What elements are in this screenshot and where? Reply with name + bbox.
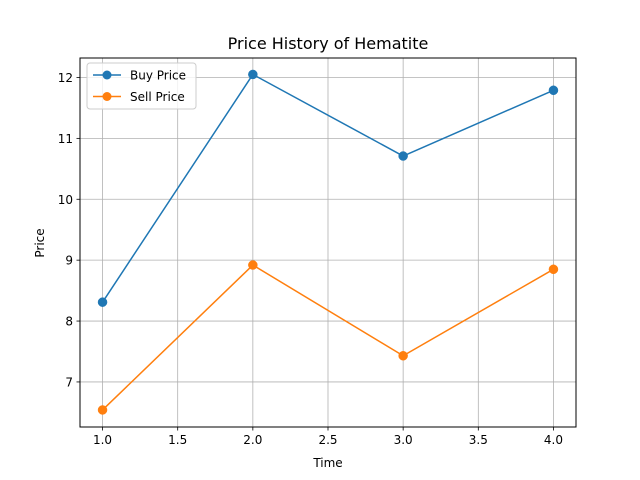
legend-sell-price-label: Sell Price <box>130 90 185 104</box>
x-tick-label: 2.0 <box>243 433 262 447</box>
buy-price-point <box>248 69 258 80</box>
x-axis-label: Time <box>312 456 342 470</box>
buy-price-line <box>101 73 554 303</box>
buy-price-point <box>548 85 559 96</box>
x-tick-label: 3.5 <box>469 433 488 447</box>
y-tick-label: 10 <box>58 193 73 207</box>
x-tick-label: 2.5 <box>318 433 337 447</box>
x-tick-label: 1.5 <box>168 433 187 447</box>
series-group <box>97 69 559 415</box>
y-axis-label: Price <box>33 228 47 257</box>
legend: Buy Price Sell Price <box>86 62 197 110</box>
chart-title: Price History of Hematite <box>228 34 429 53</box>
x-tick-label: 4.0 <box>544 433 563 447</box>
buy-price-point <box>97 297 108 307</box>
buy-price-point <box>398 151 408 161</box>
sell-price-line <box>102 264 554 411</box>
sell-price-point <box>97 405 108 415</box>
sell-price-point <box>398 351 408 361</box>
sell-price-point <box>548 264 559 275</box>
y-tick-label: 9 <box>65 254 73 268</box>
legend-buy-price-label: Buy Price <box>130 69 186 83</box>
y-tick-label: 11 <box>58 132 73 146</box>
legend-buy-price-marker <box>102 70 112 80</box>
legend-sell-price-marker <box>102 92 112 101</box>
x-tick-label: 1.0 <box>93 433 112 447</box>
x-tick-label: 3.0 <box>394 433 413 447</box>
y-tick-label: 12 <box>58 71 73 85</box>
grid-lines <box>80 58 576 427</box>
y-tick-label: 8 <box>65 315 73 329</box>
sell-price-point <box>248 260 258 270</box>
axis-ticks: 1.0 1.5 2.0 2.5 3.0 3.5 4.0 7 8 9 10 11 12 <box>58 71 563 447</box>
y-tick-label: 7 <box>65 375 73 389</box>
